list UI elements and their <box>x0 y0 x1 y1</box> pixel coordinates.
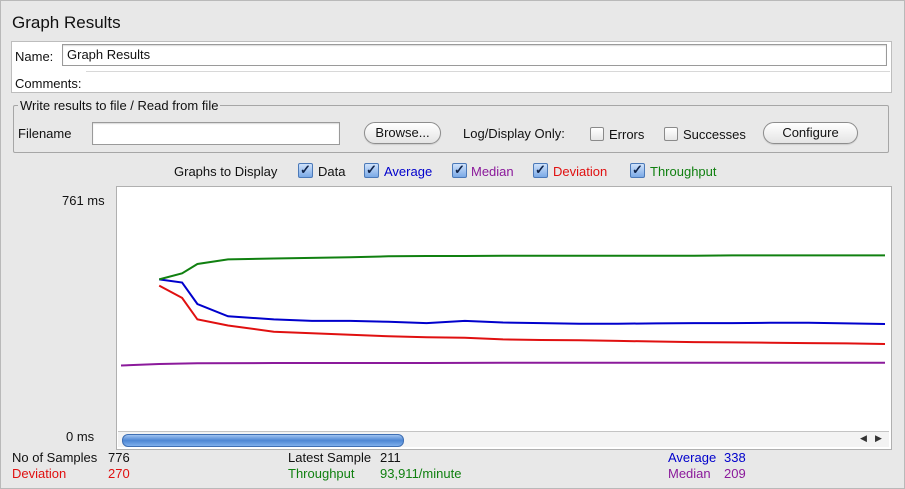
horizontal-scrollbar[interactable]: ◀ ▶ <box>118 431 889 447</box>
throughput-option-label: Throughput <box>650 164 717 179</box>
median-checkbox[interactable]: ✓ <box>452 163 467 178</box>
browse-button[interactable]: Browse... <box>364 122 441 144</box>
graph-plot-area: ◀ ▶ <box>116 186 892 450</box>
average-stat-value: 338 <box>724 450 746 465</box>
comments-separator <box>86 71 890 72</box>
median-stat-value: 209 <box>724 466 746 481</box>
log-display-only-label: Log/Display Only: <box>463 126 565 141</box>
scrollbar-thumb[interactable] <box>122 434 404 447</box>
throughput-stat-value: 93,911/minute <box>380 466 462 481</box>
average-checkbox[interactable]: ✓ <box>364 163 379 178</box>
data-option-label: Data <box>318 164 346 179</box>
latest-sample-label: Latest Sample <box>288 450 372 465</box>
name-input[interactable]: Graph Results <box>62 44 887 66</box>
median-option-label: Median <box>471 164 514 179</box>
y-axis-max-label: 761 ms <box>62 193 105 208</box>
graph-svg <box>120 254 886 367</box>
series-line-average <box>159 278 886 325</box>
successes-checkbox[interactable] <box>664 127 678 141</box>
deviation-option-label: Deviation <box>553 164 608 179</box>
errors-checkbox[interactable] <box>590 127 604 141</box>
data-checkbox[interactable]: ✓ <box>298 163 313 178</box>
samples-label: No of Samples <box>12 450 98 465</box>
throughput-checkbox[interactable]: ✓ <box>630 163 645 178</box>
file-section-legend: Write results to file / Read from file <box>18 98 221 113</box>
latest-sample-value: 211 <box>380 450 401 465</box>
errors-label: Errors <box>609 127 645 142</box>
scroll-left-arrow-icon[interactable]: ◀ <box>860 433 867 443</box>
panel-title: Graph Results <box>12 13 121 32</box>
deviation-checkbox[interactable]: ✓ <box>533 163 548 178</box>
comments-label: Comments: <box>15 76 82 91</box>
deviation-stat-label: Deviation <box>12 466 67 481</box>
filename-label: Filename <box>18 126 72 141</box>
configure-button[interactable]: Configure <box>763 122 858 144</box>
samples-value: 776 <box>108 450 130 465</box>
scroll-right-arrow-icon[interactable]: ▶ <box>875 433 882 443</box>
average-stat-label: Average <box>668 450 717 465</box>
file-section <box>13 105 889 153</box>
name-label: Name: <box>15 49 54 64</box>
series-line-deviation <box>158 284 886 345</box>
filename-input[interactable] <box>92 122 340 145</box>
deviation-stat-value: 270 <box>108 466 130 481</box>
series-line-median <box>120 361 885 367</box>
median-stat-label: Median <box>668 466 711 481</box>
y-axis-min-label: 0 ms <box>66 429 95 444</box>
throughput-stat-label: Throughput <box>288 466 355 481</box>
graphs-to-display-label: Graphs to Display <box>174 164 278 179</box>
successes-label: Successes <box>683 127 746 142</box>
average-option-label: Average <box>384 164 433 179</box>
series-line-throughput <box>158 254 885 281</box>
name-comments-box: Name: Graph Results Comments: <box>11 41 892 93</box>
